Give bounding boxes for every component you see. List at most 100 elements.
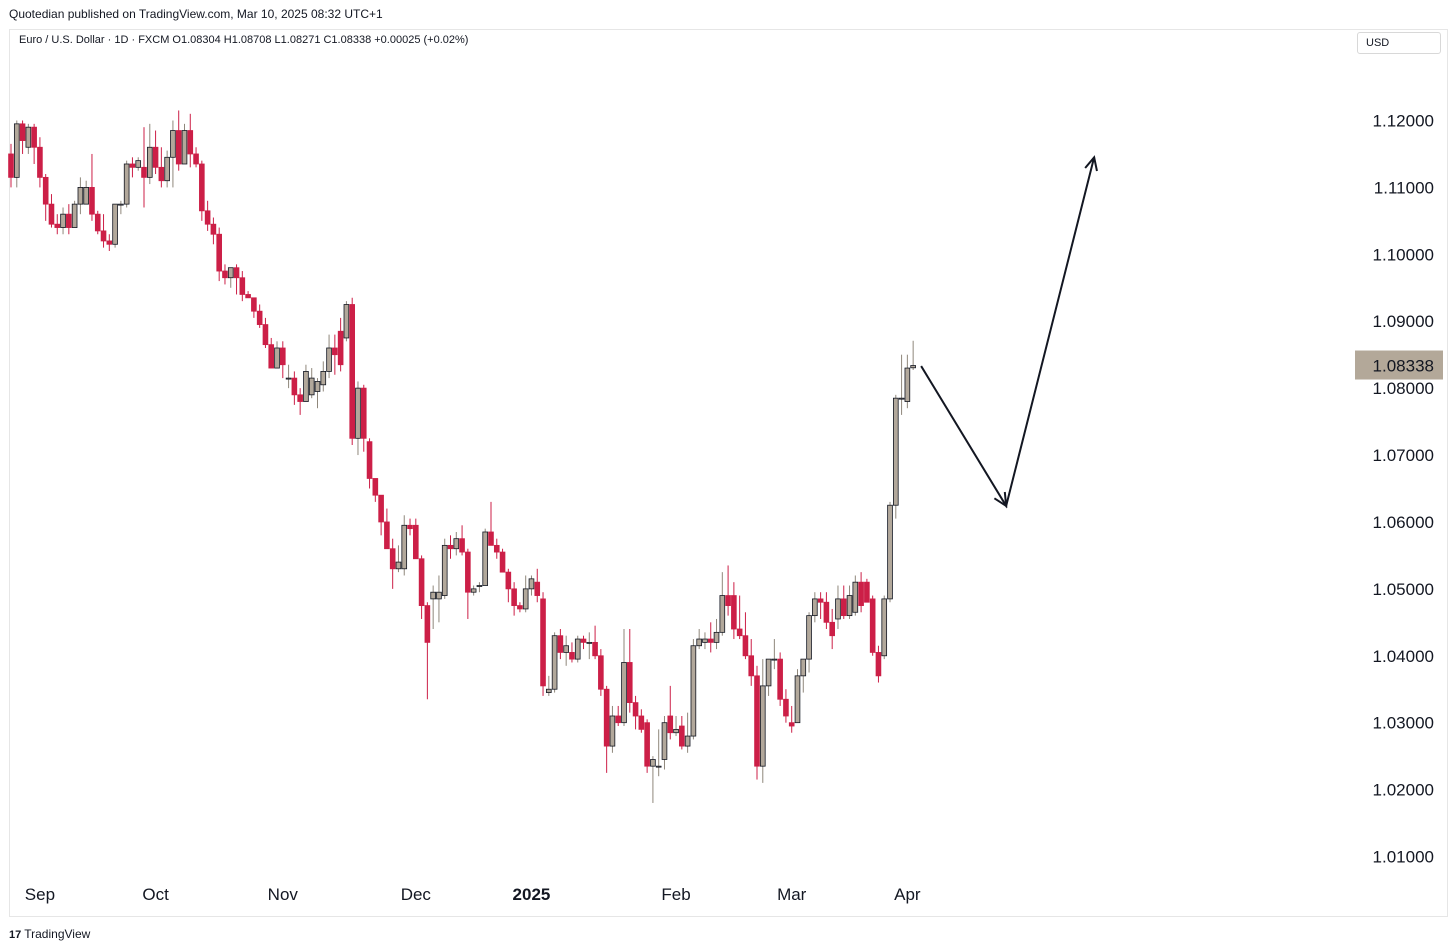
candle [285, 364, 292, 389]
candle-body-down [667, 715, 674, 734]
candle [141, 127, 147, 208]
candle [152, 130, 159, 175]
time-tick-label: Dec [401, 885, 432, 904]
candle [679, 715, 685, 750]
candle-body-down [389, 548, 396, 570]
published-by-text: Quotedian published on TradingView.com, … [9, 7, 383, 21]
candle [829, 608, 835, 650]
candle-body-up [227, 267, 234, 279]
candle [8, 143, 14, 188]
candle-body-down [251, 297, 257, 312]
candle [892, 394, 899, 519]
time-tick-label: Mar [777, 885, 807, 904]
candle [812, 592, 818, 623]
candle [430, 585, 436, 630]
candle-body-up [546, 688, 552, 693]
candle [476, 582, 483, 593]
time-tick-label: Apr [894, 885, 921, 904]
candle-body-up [586, 641, 593, 644]
candle-body-up [112, 203, 118, 245]
candle-body-down [840, 598, 847, 617]
currency-button[interactable]: USD [1357, 32, 1441, 54]
candle-body-up [453, 538, 460, 550]
candle [123, 160, 130, 208]
candle-body-down [777, 658, 783, 700]
candle-body-up [771, 658, 778, 661]
candle-body-up [71, 203, 78, 228]
candle [37, 137, 43, 188]
candle [904, 354, 911, 409]
price-tick-label: 1.09000 [1373, 312, 1434, 331]
candle [355, 381, 361, 456]
candle [910, 340, 916, 371]
candle-body-up [274, 347, 280, 369]
candle [881, 595, 888, 660]
candle [817, 592, 824, 619]
candle [337, 317, 344, 372]
candle [332, 334, 338, 375]
candle [118, 200, 124, 215]
candle-body-up [522, 588, 529, 610]
candle-body-up [528, 578, 535, 590]
candle-body-up [852, 581, 859, 613]
candle [586, 632, 593, 660]
candle [66, 204, 72, 235]
candle [563, 635, 569, 666]
candle-body-down [407, 524, 413, 530]
candle-body-up [898, 397, 905, 400]
time-axis[interactable]: Sep Oct Nov Dec 2025 Feb Mar Apr [25, 885, 921, 904]
candle [343, 301, 350, 342]
candle-body-down [129, 163, 136, 168]
candle-series [8, 110, 916, 803]
price-axis[interactable]: 1.01000 1.02000 1.03000 1.04000 1.05000 1.060… [1373, 112, 1434, 867]
tradingview-footer[interactable]: 17 TradingView [9, 927, 90, 941]
candle-body-down [245, 294, 251, 299]
last-price-tag-bg [1355, 350, 1443, 380]
candle [401, 515, 408, 576]
candle [707, 622, 714, 653]
candle-body-down [615, 715, 622, 724]
candle [187, 113, 194, 168]
candle-body-up [303, 371, 309, 402]
time-tick-label: Oct [142, 885, 169, 904]
tradingview-brand: TradingView [24, 927, 91, 941]
candle [603, 685, 610, 773]
candle [731, 582, 737, 640]
candle [759, 659, 766, 783]
candle [626, 629, 633, 713]
candle [48, 194, 55, 228]
candle-body-up [164, 156, 170, 182]
candle [823, 592, 830, 630]
candle [262, 317, 269, 348]
candle-body-down [731, 595, 737, 630]
candle [598, 649, 604, 696]
candle-body-down [823, 601, 830, 623]
projection-arrow [920, 155, 1098, 509]
candle [800, 658, 807, 693]
candle [551, 632, 558, 693]
candle-body-down [413, 524, 419, 560]
candle [528, 575, 535, 596]
candle-body-down [817, 598, 824, 603]
candle-body-down [864, 581, 870, 603]
candle [360, 384, 367, 452]
candle-body-up [60, 213, 66, 228]
candle-body-down [598, 655, 604, 690]
candle [522, 575, 529, 613]
candle-body-down [632, 702, 639, 717]
price-tick-label: 1.01000 [1373, 848, 1434, 867]
candle [661, 715, 668, 770]
candle [100, 214, 107, 248]
candle [216, 227, 222, 282]
candle-body-up [655, 765, 662, 768]
candle [158, 147, 165, 188]
candle [534, 568, 541, 603]
candle [748, 639, 755, 686]
candle-body-up [794, 675, 801, 724]
candle [621, 629, 627, 727]
candle-body-up [401, 524, 408, 570]
price-tick-label: 1.10000 [1373, 245, 1434, 264]
candle [794, 669, 801, 724]
price-tick-label: 1.08000 [1373, 379, 1434, 398]
